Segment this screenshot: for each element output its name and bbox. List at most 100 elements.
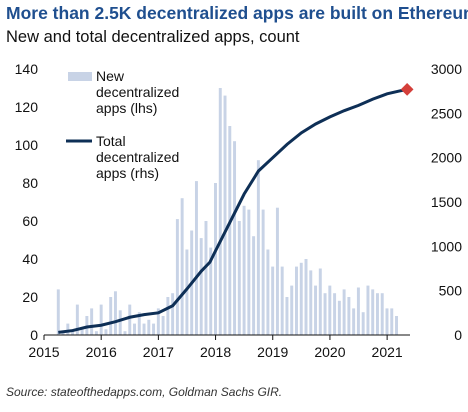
- x-tick-label: 2016: [86, 344, 117, 360]
- bar-new-apps: [318, 268, 322, 335]
- y-left-tick-label: 40: [22, 251, 38, 267]
- y-left-tick-label: 80: [22, 175, 38, 191]
- y-right-tick-label: 2000: [431, 150, 462, 166]
- bar-new-apps: [395, 316, 398, 335]
- legend-label-new-apps-line3: apps (lhs): [96, 100, 157, 116]
- bar-new-apps: [256, 160, 260, 335]
- bar-new-apps: [342, 289, 346, 335]
- y-left-tick-label: 20: [22, 289, 38, 305]
- bar-new-apps: [161, 316, 165, 335]
- bar-new-apps: [347, 297, 351, 335]
- bar-new-apps: [109, 297, 113, 335]
- bar-new-apps: [113, 291, 117, 335]
- y-right-tick-label: 0: [454, 327, 462, 343]
- legend-label-total-apps-line3: apps (rhs): [96, 165, 159, 181]
- y-right-tick-label: 1000: [431, 238, 462, 254]
- y-left-tick-label: 140: [15, 61, 39, 77]
- bar-new-apps: [171, 293, 175, 335]
- bar-new-apps: [371, 289, 375, 335]
- bar-new-apps: [104, 329, 108, 335]
- x-tick-label: 2021: [372, 344, 403, 360]
- bar-new-apps: [75, 304, 79, 335]
- bar-new-apps: [118, 310, 122, 335]
- y-right-tick-label: 2500: [431, 105, 462, 121]
- bar-new-apps: [361, 312, 365, 335]
- legend-label-new-apps-line1: New: [96, 68, 125, 84]
- legend-label-total-apps-line1: Total: [96, 133, 126, 149]
- bar-new-apps: [156, 308, 160, 335]
- y-left-tick-label: 120: [15, 99, 39, 115]
- bar-new-apps: [266, 249, 270, 335]
- bar-new-apps: [94, 331, 98, 335]
- bar-new-apps: [261, 209, 265, 335]
- legend-label-total-apps-line2: decentralized: [96, 149, 179, 165]
- bar-new-apps: [185, 249, 189, 335]
- bar-new-apps: [66, 323, 70, 335]
- bar-new-apps: [352, 308, 356, 335]
- bar-new-apps: [223, 95, 227, 335]
- bar-new-apps: [133, 323, 136, 335]
- total-apps-end-marker: [400, 83, 414, 96]
- bar-new-apps: [366, 285, 370, 335]
- y-left-tick-label: 0: [30, 327, 38, 343]
- x-tick-label: 2019: [257, 344, 288, 360]
- bar-new-apps: [275, 207, 279, 335]
- x-tick-label: 2015: [28, 344, 59, 360]
- y-axis-right-ticks: 0 500 1000 1500 2000 2500 3000: [431, 61, 462, 343]
- new-apps-bars: [56, 88, 398, 335]
- bar-new-apps: [209, 247, 213, 335]
- bar-new-apps: [56, 289, 60, 335]
- bar-new-apps: [333, 293, 337, 335]
- bar-new-apps: [252, 236, 256, 335]
- bar-new-apps: [175, 219, 179, 335]
- y-right-tick-label: 3000: [431, 61, 462, 77]
- bar-new-apps: [123, 331, 127, 335]
- bar-new-apps: [137, 312, 141, 335]
- bar-new-apps: [337, 300, 341, 335]
- x-axis-ticks: 2015 2016 2017 2018 2019 2020 2021: [28, 335, 403, 360]
- bar-new-apps: [199, 238, 203, 335]
- bar-new-apps: [152, 323, 156, 335]
- bar-new-apps: [71, 331, 75, 335]
- bar-new-apps: [242, 205, 246, 335]
- bar-new-apps: [128, 304, 132, 335]
- bar-new-apps: [375, 293, 379, 335]
- y-right-tick-label: 500: [439, 283, 463, 299]
- y-left-tick-label: 100: [15, 137, 39, 153]
- y-right-tick-label: 1500: [431, 194, 462, 210]
- bar-new-apps: [247, 209, 251, 335]
- legend-swatch-new-apps: [68, 72, 92, 81]
- x-tick-label: 2018: [200, 344, 231, 360]
- bar-new-apps: [204, 221, 208, 335]
- x-tick-label: 2020: [314, 344, 345, 360]
- bar-new-apps: [380, 293, 384, 335]
- bar-new-apps: [90, 308, 94, 335]
- source-note: Source: stateofthedapps.com, Goldman Sac…: [6, 385, 283, 399]
- bar-new-apps: [194, 181, 198, 335]
- bar-new-apps: [309, 270, 313, 335]
- bar-new-apps: [218, 88, 222, 335]
- bar-new-apps: [237, 221, 241, 335]
- chart-subtitle: New and total decentralized apps, count: [6, 28, 300, 46]
- bar-new-apps: [233, 141, 237, 335]
- bar-new-apps: [285, 297, 289, 335]
- bar-new-apps: [299, 262, 303, 335]
- y-left-tick-label: 60: [22, 213, 38, 229]
- legend: New decentralized apps (lhs) Total decen…: [66, 68, 179, 181]
- bar-new-apps: [314, 285, 318, 335]
- bar-new-apps: [147, 319, 151, 335]
- bar-new-apps: [385, 308, 389, 335]
- bar-new-apps: [323, 293, 327, 335]
- bar-new-apps: [214, 183, 217, 335]
- bar-new-apps: [271, 266, 275, 335]
- chart-title: More than 2.5K decentralized apps are bu…: [6, 3, 468, 23]
- y-axis-left-ticks: 0 20 40 60 80 100 120 140: [15, 61, 39, 343]
- legend-label-new-apps-line2: decentralized: [96, 84, 179, 100]
- bar-new-apps: [280, 266, 284, 335]
- total-apps-line: [58, 87, 408, 334]
- bar-new-apps: [328, 285, 332, 335]
- bar-new-apps: [356, 287, 360, 335]
- bar-new-apps: [80, 327, 84, 335]
- bar-new-apps: [180, 198, 184, 335]
